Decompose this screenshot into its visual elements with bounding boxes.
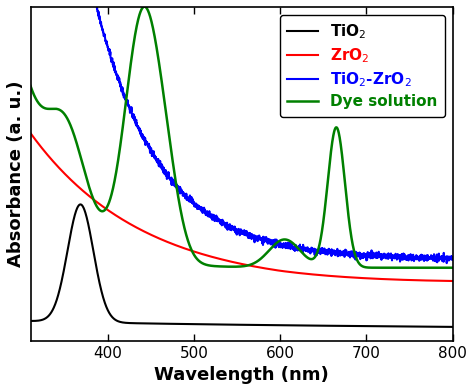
Line: TiO$_2$: TiO$_2$ [30, 204, 453, 327]
ZrO$_2$ [450, 279, 456, 283]
TiO$_2$ [222, 322, 228, 327]
TiO$_2$ [360, 324, 366, 328]
TiO$_2$ [438, 325, 443, 329]
TiO$_2$ [438, 325, 443, 329]
Dye solution [450, 265, 456, 270]
X-axis label: Wavelength (nm): Wavelength (nm) [154, 366, 329, 384]
ZrO$_2$ [438, 278, 443, 283]
Dye solution [222, 264, 228, 269]
ZrO$_2$ [360, 276, 366, 280]
Dye solution [27, 84, 33, 88]
TiO$_2$ [233, 322, 239, 327]
Line: ZrO$_2$: ZrO$_2$ [30, 133, 453, 281]
Dye solution [142, 4, 147, 9]
TiO$_2$-ZrO$_2$ [450, 257, 456, 262]
Dye solution [49, 106, 55, 111]
Legend: TiO$_2$, ZrO$_2$, TiO$_2$-ZrO$_2$, Dye solution: TiO$_2$, ZrO$_2$, TiO$_2$-ZrO$_2$, Dye s… [280, 14, 445, 117]
ZrO$_2$ [49, 158, 55, 163]
ZrO$_2$ [27, 131, 33, 135]
Line: TiO$_2$-ZrO$_2$: TiO$_2$-ZrO$_2$ [30, 0, 453, 263]
TiO$_2$-ZrO$_2$ [438, 255, 443, 260]
Line: Dye solution: Dye solution [30, 7, 453, 268]
TiO$_2$ [450, 325, 456, 329]
Y-axis label: Absorbance (a. u.): Absorbance (a. u.) [7, 81, 25, 267]
TiO$_2$-ZrO$_2$ [360, 252, 366, 257]
TiO$_2$ [27, 319, 33, 323]
Dye solution [233, 264, 239, 269]
ZrO$_2$ [222, 258, 228, 262]
ZrO$_2$ [233, 260, 238, 265]
TiO$_2$-ZrO$_2$ [444, 261, 449, 265]
TiO$_2$ [49, 309, 55, 314]
TiO$_2$ [77, 202, 83, 207]
Dye solution [438, 265, 443, 270]
ZrO$_2$ [438, 278, 443, 283]
TiO$_2$-ZrO$_2$ [222, 222, 228, 226]
Dye solution [438, 265, 443, 270]
Dye solution [360, 264, 366, 269]
TiO$_2$-ZrO$_2$ [438, 256, 443, 261]
TiO$_2$-ZrO$_2$ [233, 226, 238, 231]
